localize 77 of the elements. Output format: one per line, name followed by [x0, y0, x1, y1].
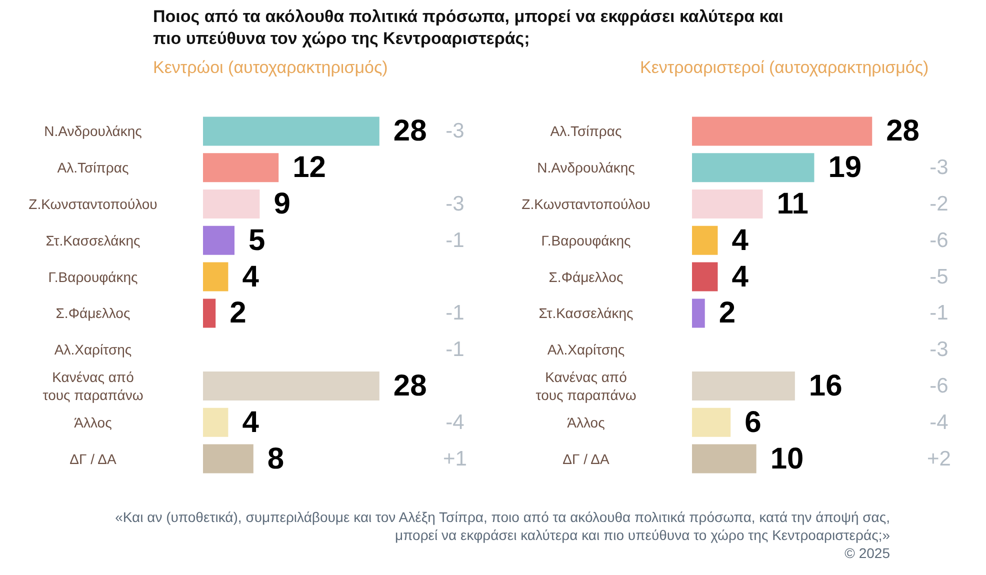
data-label: 28	[393, 114, 427, 148]
text: -1	[446, 338, 464, 362]
text: +2	[927, 447, 951, 470]
y-tick-label: Στ.Κασσελάκης	[538, 305, 634, 322]
text: -1	[446, 302, 464, 325]
y-tick-label: Γ.Βαρουφάκης	[541, 232, 632, 248]
y-tick-label: Ν.Ανδρουλάκης	[44, 123, 142, 140]
data-label: 6	[744, 406, 762, 439]
bar	[203, 298, 216, 328]
data-label: 2	[718, 296, 736, 330]
y-tick-label: Σ.Φάμελλος	[548, 268, 624, 285]
y-tick-label: Αλ.Τσίπρας	[550, 123, 622, 140]
text: -6	[930, 228, 948, 252]
text: -4	[446, 410, 465, 434]
chart-subtitle: Κεντρώοι (αυτοχαρακτηρισμός)	[153, 58, 388, 78]
data-label: 12	[292, 151, 326, 184]
y-tick-label: Ζ.Κωνσταντοπούλου	[28, 196, 158, 212]
text: -3	[930, 338, 948, 362]
data-label: 4	[242, 260, 260, 294]
bar	[692, 444, 756, 474]
y-tick-label: Σ.Φάμελλος	[56, 305, 130, 322]
data-label: 28	[393, 370, 427, 402]
data-label: 5	[248, 224, 266, 257]
data-label: 2	[230, 296, 246, 330]
y-tick-label: Άλλος	[74, 414, 112, 430]
text: -4	[930, 410, 949, 434]
bar	[692, 153, 814, 182]
text: -3	[930, 156, 948, 180]
data-label: 10	[770, 442, 804, 476]
bar	[692, 262, 718, 292]
y-tick-label: ΔΓ / ΔΑ	[562, 450, 610, 467]
y-tick-label: Αλ.Χαρίτσης	[547, 342, 625, 358]
text: -6	[930, 374, 948, 398]
data-label: 9	[274, 188, 290, 220]
bar	[203, 408, 228, 437]
chart-subtitle: Κεντροαριστεροί (αυτοχαρακτηρισμός)	[640, 58, 929, 78]
bar	[203, 262, 228, 292]
bar	[692, 298, 705, 328]
data-label: 4	[732, 260, 749, 294]
data-label: 28	[886, 114, 920, 148]
data-label: 19	[828, 151, 862, 184]
data-label: 11	[776, 188, 808, 220]
bar	[203, 444, 254, 474]
text: +1	[443, 447, 467, 470]
y-tick-label: ΔΓ / ΔΑ	[70, 450, 117, 467]
text: -5	[930, 265, 948, 288]
bar	[692, 226, 718, 255]
data-label: 16	[808, 370, 842, 402]
y-tick-label: Άλλος	[567, 414, 606, 430]
bar	[203, 153, 279, 182]
y-tick-label: Στ.Κασσελάκης	[46, 232, 141, 248]
data-label: 4	[732, 224, 749, 257]
bar	[203, 372, 380, 400]
bar	[203, 116, 380, 146]
y-tick-label: Κανένας από τους παραπάνω	[42, 369, 144, 403]
y-tick-label: Ν.Ανδρουλάκης	[537, 160, 636, 176]
bar	[692, 408, 731, 437]
text: -3	[446, 120, 464, 143]
y-tick-label: Ζ.Κωνσταντοπούλου	[522, 196, 650, 212]
text: «Και αν (υποθετικά), συμπεριλάβουμε και τον Αλέξη Τσίπρα, ποιο από τα ακόλουθα πολιτικά πρόσωπα, κατά την άποψή σας, μπορεί να εκφράσει καλύτερα και πιο υπεύθυνα το χώρο της Κεντροαριστεράς;»	[115, 509, 890, 543]
y-tick-label: Γ.Βαρουφάκης	[48, 268, 138, 285]
y-tick-label: Κανένας από τους παραπάνω	[536, 369, 636, 403]
bar	[203, 226, 234, 255]
y-tick-label: Αλ.Τσίπρας	[57, 160, 129, 176]
data-label: 8	[267, 442, 284, 476]
bar	[692, 372, 795, 400]
y-tick-label: Αλ.Χαρίτσης	[54, 342, 132, 358]
text: -2	[930, 192, 948, 216]
bar	[692, 116, 872, 146]
text: -3	[446, 192, 464, 216]
text: Ποιος από τα ακόλουθα πολιτικά πρόσωπα, μπορεί να εκφράσει καλύτερα και πιο υπεύθυνα τον χώρο της Κεντροαριστεράς;	[153, 6, 784, 50]
text: -1	[930, 302, 948, 325]
bar	[692, 190, 763, 218]
text: -1	[446, 228, 464, 252]
bar	[203, 190, 260, 218]
data-label: 4	[242, 406, 260, 439]
text: © 2025	[844, 545, 890, 561]
